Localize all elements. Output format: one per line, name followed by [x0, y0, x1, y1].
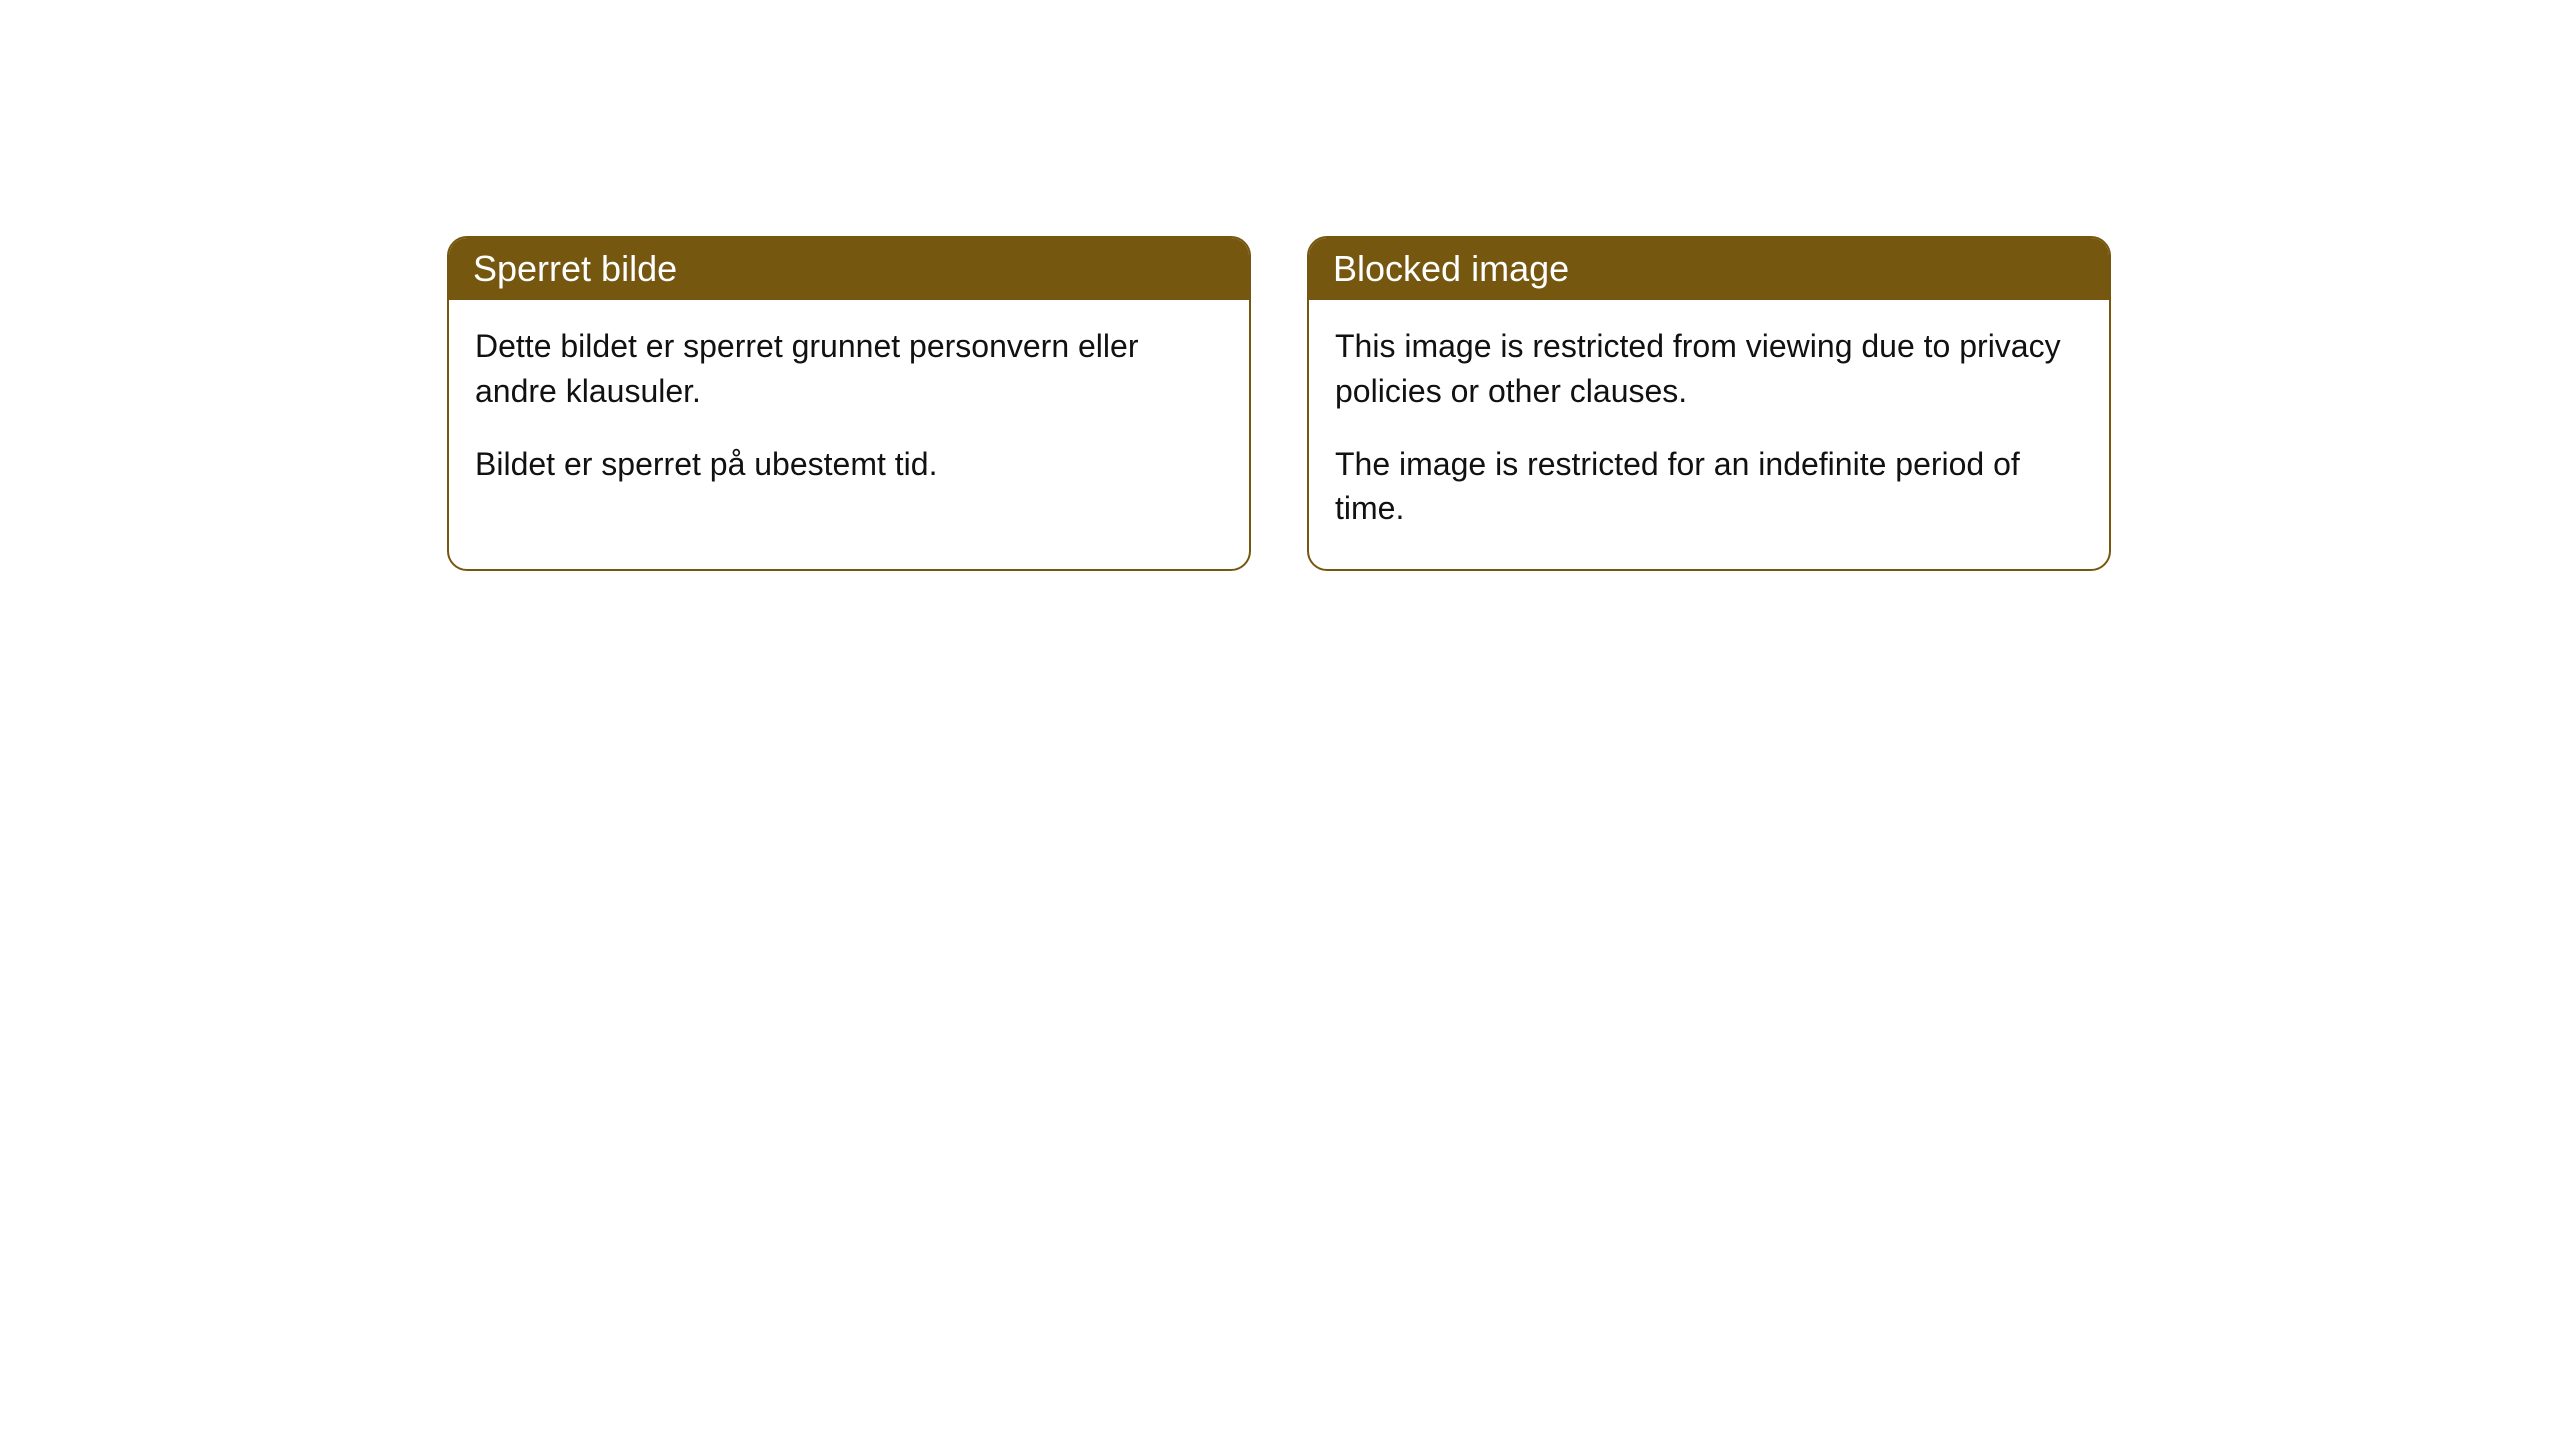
card-norwegian: Sperret bilde Dette bildet er sperret gr…	[447, 236, 1251, 571]
cards-container: Sperret bilde Dette bildet er sperret gr…	[447, 236, 2111, 571]
card-text-norwegian-1: Dette bildet er sperret grunnet personve…	[475, 324, 1223, 414]
card-header-english: Blocked image	[1309, 238, 2109, 300]
card-body-english: This image is restricted from viewing du…	[1309, 300, 2109, 569]
card-text-english-1: This image is restricted from viewing du…	[1335, 324, 2083, 414]
card-english: Blocked image This image is restricted f…	[1307, 236, 2111, 571]
card-header-norwegian: Sperret bilde	[449, 238, 1249, 300]
card-text-norwegian-2: Bildet er sperret på ubestemt tid.	[475, 442, 1223, 487]
card-body-norwegian: Dette bildet er sperret grunnet personve…	[449, 300, 1249, 524]
card-text-english-2: The image is restricted for an indefinit…	[1335, 442, 2083, 532]
